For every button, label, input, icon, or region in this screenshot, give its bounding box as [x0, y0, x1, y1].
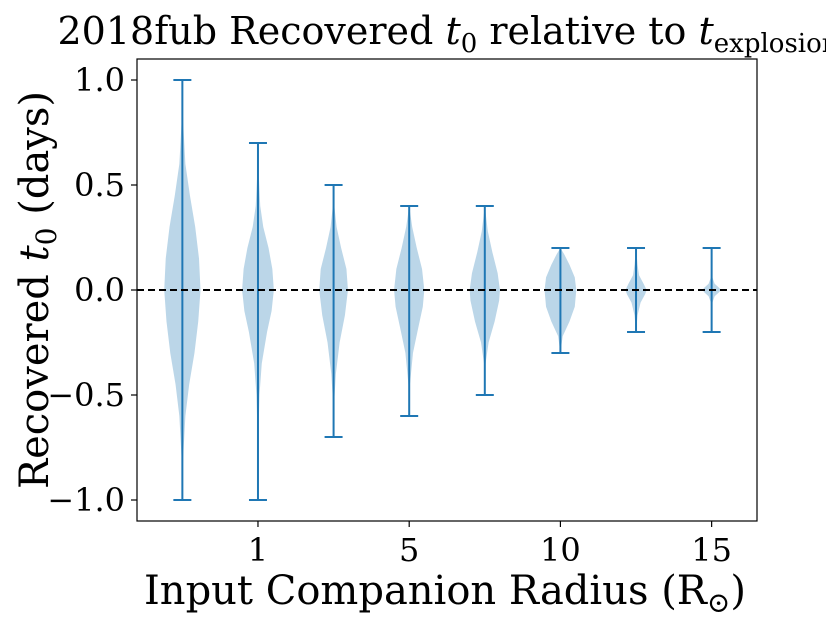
y-axis-label: Recovered t0 (days): [12, 91, 63, 489]
x-axis-ticks: 1 5 10 15: [248, 521, 732, 569]
title-var2-sub: explosion: [714, 29, 826, 59]
y-tick-label-2: 0.0: [74, 271, 125, 309]
xlabel-sub: ⊙: [707, 586, 730, 619]
title-middle: relative to: [477, 9, 698, 53]
title-var: t: [445, 9, 461, 53]
ylabel-var-sub: 0: [30, 227, 63, 245]
y-axis-ticks: 1.0 0.5 0.0 −0.5 −1.0: [47, 61, 137, 519]
x-tick-label-3: 15: [691, 531, 732, 569]
xlabel-close: ): [730, 568, 746, 614]
chart-title: 2018fub Recovered t0 relative to texplos…: [58, 9, 826, 59]
title-var-sub: 0: [461, 29, 478, 59]
y-tick-label-1: 0.5: [74, 166, 125, 204]
title-prefix: 2018fub Recovered: [58, 9, 446, 53]
y-tick-label-4: −1.0: [47, 481, 125, 519]
x-tick-label-0: 1: [248, 531, 268, 569]
ylabel-var: t: [12, 244, 58, 261]
ylabel-suffix: (days): [12, 91, 58, 228]
x-axis-label: Input Companion Radius (R⊙): [144, 568, 746, 619]
violin-lines: [173, 79, 721, 501]
x-tick-label-2: 10: [540, 531, 581, 569]
title-var2: t: [699, 9, 715, 53]
xlabel-main: Input Companion Radius (R: [144, 568, 709, 614]
x-tick-label-1: 5: [399, 531, 419, 569]
y-tick-label-0: 1.0: [74, 61, 125, 99]
y-tick-label-3: −0.5: [47, 376, 125, 414]
ylabel-prefix: Recovered: [12, 261, 58, 489]
